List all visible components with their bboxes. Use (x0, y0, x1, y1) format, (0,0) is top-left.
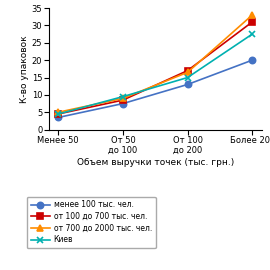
Киев (251, 32, 254, 36)
Line: от 100 до 700 тыс. чел.: от 100 до 700 тыс. чел. (55, 19, 255, 117)
Line: Киев: Киев (55, 31, 255, 117)
Legend: менее 100 тыс. чел., от 100 до 700 тыс. чел., от 700 до 2000 тыс. чел., Киев: менее 100 тыс. чел., от 100 до 700 тыс. … (27, 197, 156, 248)
X-axis label: Объем выручки точек (тыс. грн.): Объем выручки точек (тыс. грн.) (77, 158, 234, 167)
менее 100 тыс. чел. (121, 102, 124, 105)
от 100 до 700 тыс. чел. (251, 20, 254, 23)
Киев (121, 95, 124, 98)
от 100 до 700 тыс. чел. (186, 69, 189, 72)
от 100 до 700 тыс. чел. (57, 112, 60, 116)
Line: менее 100 тыс. чел.: менее 100 тыс. чел. (55, 57, 255, 121)
от 700 до 2000 тыс. чел. (57, 111, 60, 114)
Киев (186, 76, 189, 79)
менее 100 тыс. чел. (251, 59, 254, 62)
от 700 до 2000 тыс. чел. (121, 97, 124, 100)
менее 100 тыс. чел. (57, 116, 60, 119)
Киев (57, 112, 60, 116)
Y-axis label: К-во упаковок: К-во упаковок (20, 35, 29, 103)
Line: от 700 до 2000 тыс. чел.: от 700 до 2000 тыс. чел. (55, 12, 255, 115)
от 700 до 2000 тыс. чел. (186, 71, 189, 74)
от 100 до 700 тыс. чел. (121, 99, 124, 102)
менее 100 тыс. чел. (186, 83, 189, 86)
от 700 до 2000 тыс. чел. (251, 14, 254, 17)
